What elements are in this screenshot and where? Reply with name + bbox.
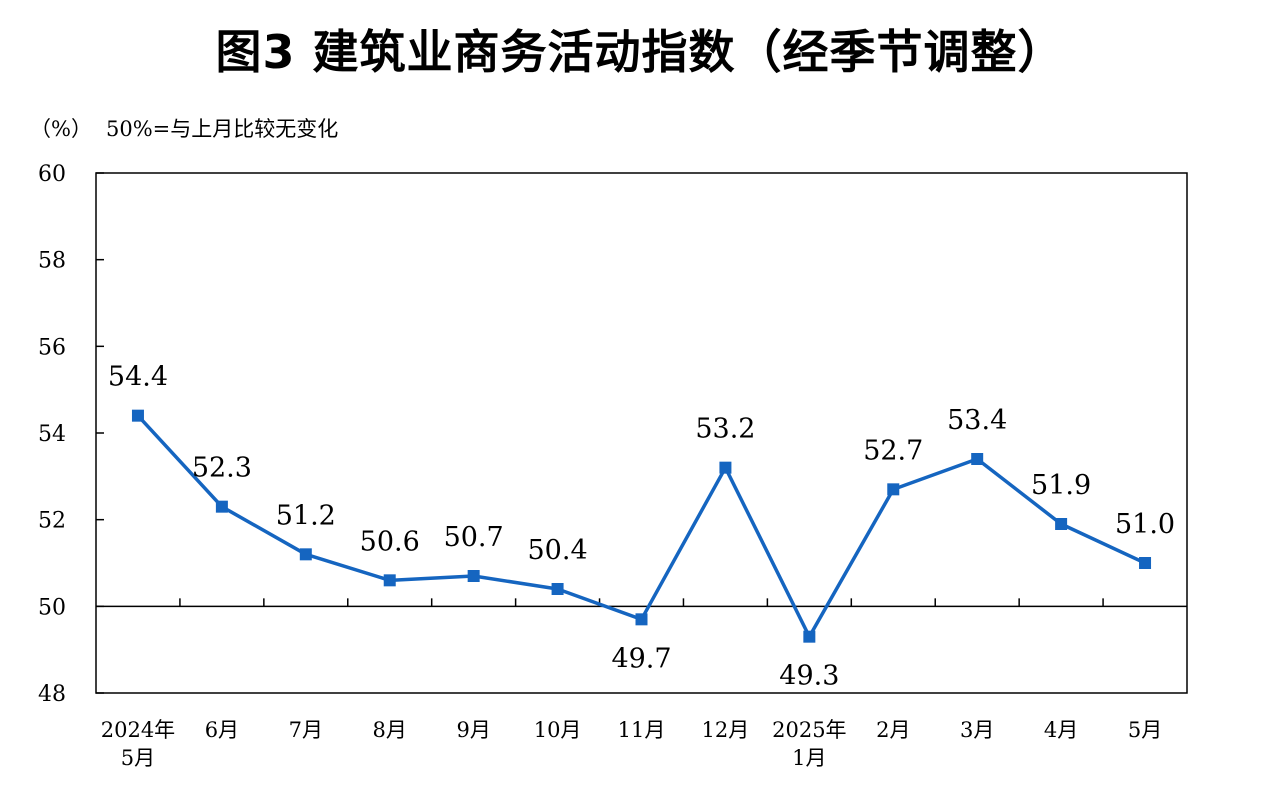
x-tick-label: 11月 [618, 718, 666, 742]
chart-title: 图3 建筑业商务活动指数（经季节调整） [215, 25, 1065, 79]
x-tick-label: 7月 [289, 718, 323, 742]
data-point-marker [1139, 557, 1152, 569]
x-tick-label: 4月 [1044, 718, 1078, 742]
data-point-marker [131, 409, 144, 422]
data-point-marker [1055, 518, 1068, 530]
data-label: 50.4 [528, 535, 588, 566]
data-point-marker [215, 500, 228, 513]
y-tick-label: 60 [38, 162, 66, 187]
data-label: 51.9 [1031, 470, 1091, 501]
y-tick-label: 54 [38, 422, 66, 447]
x-tick-label: 2025年 1月 [772, 718, 846, 770]
x-tick-label: 2024年 5月 [101, 718, 175, 770]
y-tick-label: 50 [38, 595, 66, 620]
data-labels: 54.4 52.3 51.2 50.6 50.7 50.4 49.7 53.2 49.3 52.7… [108, 362, 1175, 692]
data-point-marker [803, 630, 816, 643]
x-tick-label: 8月 [373, 718, 407, 742]
x-tick-label: 12月 [702, 718, 750, 742]
series-line-layer [131, 409, 1152, 643]
x-tick-label: 5月 [1128, 718, 1162, 742]
data-point-marker [299, 548, 312, 561]
x-tick-label: 3月 [960, 718, 994, 742]
data-label: 52.7 [863, 435, 923, 466]
data-point-marker [383, 574, 396, 587]
data-label: 50.7 [444, 522, 504, 553]
data-label: 52.3 [192, 453, 252, 484]
y-tick-label: 52 [38, 509, 66, 534]
x-tick-label: 6月 [205, 718, 239, 742]
data-point-marker [467, 570, 480, 582]
data-label: 49.7 [611, 643, 671, 674]
data-point-marker [551, 583, 564, 595]
y-unit-label: （%） [30, 117, 92, 141]
unit-note: （%） 50%=与上月比较无变化 [30, 114, 338, 144]
y-tick-label: 56 [38, 335, 66, 360]
data-point-marker [971, 453, 984, 465]
x-tick-label: 2月 [876, 718, 910, 742]
x-tick-label: 9月 [456, 718, 490, 742]
axes: 48 50 52 54 56 58 60 2024年 5月 6月 7月 8月 9月 10月 11月 12月 20… [38, 162, 1188, 770]
data-point-marker [719, 461, 732, 474]
data-label: 54.4 [108, 362, 168, 393]
data-label: 51.0 [1115, 509, 1175, 540]
data-point-marker [887, 483, 900, 496]
data-label: 51.2 [276, 500, 336, 531]
data-label: 50.6 [360, 526, 420, 557]
y-tick-label: 48 [38, 682, 66, 707]
y-tick-label: 58 [38, 249, 66, 274]
data-point-marker [635, 613, 648, 626]
data-label: 53.4 [947, 405, 1007, 436]
data-label: 49.3 [779, 661, 839, 692]
data-label: 53.2 [695, 414, 755, 445]
reference-note: 50%=与上月比较无变化 [105, 117, 339, 141]
x-tick-label: 10月 [534, 718, 582, 742]
